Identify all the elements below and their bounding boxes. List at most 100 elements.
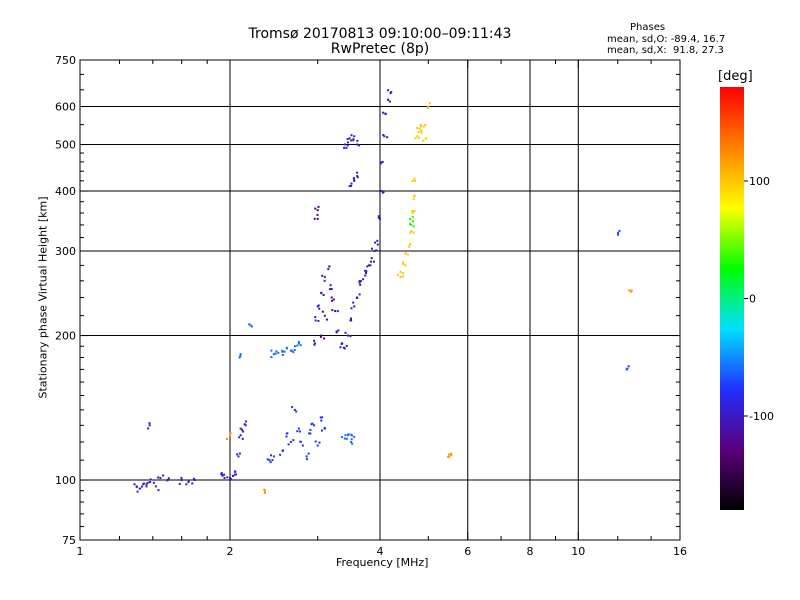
y-tick-label: 500 (55, 139, 76, 152)
x-axis-ticks: 1 2 4 6 8 10 16 (77, 60, 687, 558)
data-point (626, 367, 629, 370)
data-point (356, 176, 359, 179)
data-point (365, 270, 368, 273)
data-point (420, 131, 423, 134)
data-point (352, 301, 355, 304)
data-point (422, 139, 425, 142)
data-point (427, 105, 430, 108)
x-tick-label: 8 (527, 545, 534, 558)
data-point (263, 488, 266, 491)
data-point (325, 318, 328, 321)
data-point (373, 260, 375, 263)
colorbar-tick-label: -100 (749, 410, 774, 423)
data-point (323, 279, 326, 282)
data-point (313, 343, 316, 346)
data-point (241, 437, 244, 440)
data-point (149, 478, 152, 481)
data-point (402, 261, 404, 264)
x-tick-label: 10 (571, 545, 585, 558)
data-point (350, 184, 353, 187)
data-point (349, 335, 352, 338)
y-tick-label: 400 (55, 185, 76, 198)
data-point (346, 144, 349, 147)
data-point (316, 444, 319, 447)
data-point (145, 483, 148, 486)
data-point (307, 452, 310, 455)
data-point (187, 479, 190, 482)
data-point (296, 344, 299, 347)
colorbar (720, 87, 744, 510)
data-point (387, 98, 390, 101)
data-point (291, 406, 294, 409)
data-point (409, 232, 412, 235)
data-point (314, 440, 317, 443)
data-point (329, 284, 332, 287)
data-point (268, 459, 271, 462)
data-point (147, 427, 150, 430)
data-point (408, 245, 411, 248)
data-point (223, 473, 226, 476)
data-point (320, 429, 323, 432)
data-point (285, 435, 288, 438)
data-point (297, 427, 300, 430)
x-tick-label: 4 (377, 545, 384, 558)
data-point (364, 274, 367, 277)
data-point (318, 441, 321, 444)
data-point (193, 479, 196, 481)
data-point (180, 479, 183, 481)
y-tick-label: 200 (55, 330, 76, 343)
data-point (420, 129, 423, 132)
data-point (350, 438, 353, 441)
data-point (412, 220, 414, 223)
data-point (152, 481, 155, 484)
data-point (381, 191, 384, 194)
data-point (142, 482, 145, 485)
data-point (390, 91, 393, 94)
data-point (371, 247, 373, 250)
data-point (243, 423, 246, 426)
data-point (347, 433, 350, 436)
data-point (353, 135, 356, 138)
data-point (321, 416, 324, 419)
colorbar-label: [deg] (718, 69, 753, 84)
data-point (293, 345, 296, 348)
data-point (323, 426, 326, 429)
data-point (314, 319, 317, 322)
data-point (223, 477, 226, 479)
data-point (323, 275, 326, 278)
y-tick-label: 300 (55, 245, 76, 258)
data-point (187, 481, 190, 484)
data-point (362, 278, 365, 281)
colorbar-tick-label: 100 (749, 175, 770, 188)
data-point (285, 346, 288, 349)
colorbar-tick-label: 0 (749, 293, 756, 306)
data-point (313, 217, 316, 220)
data-point (414, 137, 417, 140)
data-point (369, 264, 372, 267)
data-point (157, 476, 160, 479)
data-point (402, 272, 405, 274)
data-point (367, 264, 370, 267)
data-point (413, 194, 416, 197)
data-point (149, 481, 152, 483)
data-point (238, 436, 241, 439)
data-point (281, 349, 284, 352)
data-point (358, 144, 361, 147)
data-point (351, 442, 354, 445)
data-point (292, 351, 295, 354)
data-point (376, 239, 379, 242)
data-point (316, 209, 319, 212)
data-point (350, 139, 353, 142)
data-point (359, 283, 362, 286)
data-point (230, 478, 233, 481)
data-point (365, 272, 367, 274)
data-point (352, 177, 355, 180)
data-point (159, 477, 162, 479)
data-point (237, 455, 240, 458)
data-point (293, 349, 296, 351)
data-point (412, 198, 415, 201)
data-point (411, 212, 414, 214)
data-point (286, 432, 289, 435)
phase-heading: Phases (630, 22, 666, 33)
data-point (409, 243, 411, 246)
